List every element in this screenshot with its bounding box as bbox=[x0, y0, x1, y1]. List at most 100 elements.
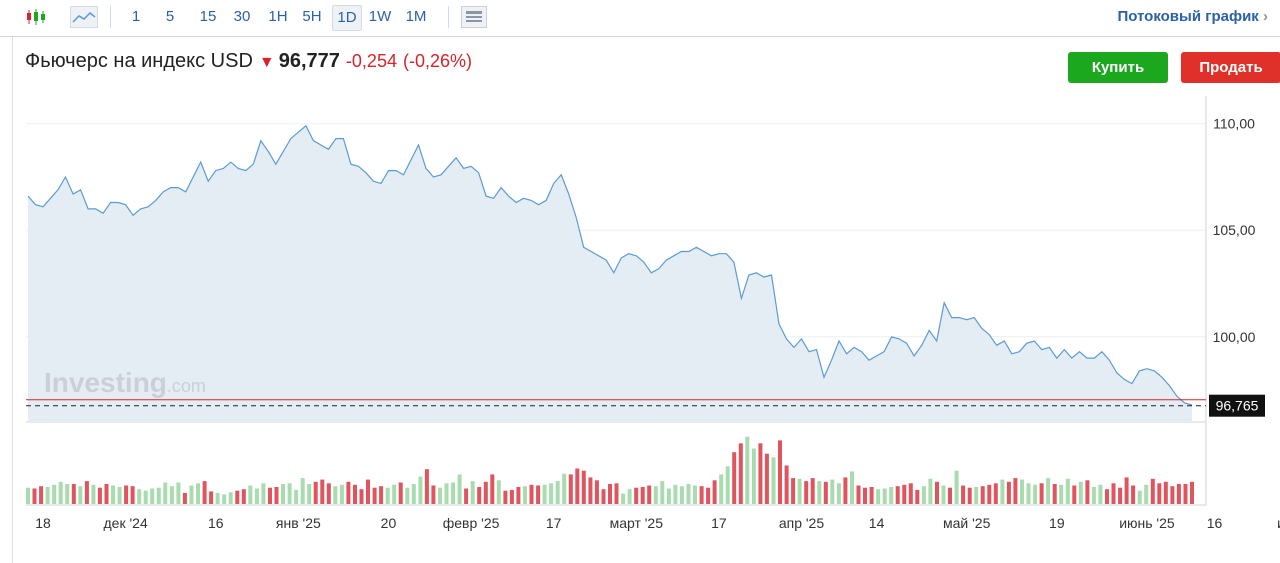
x-tick-label: 20 bbox=[381, 515, 397, 531]
arrow-down-icon: ▼ bbox=[258, 54, 275, 71]
chart-toolbar: 1 5 15 30 1H 5H 1D 1W 1M Потоковый график › bbox=[0, 0, 1280, 37]
volume-bar bbox=[1059, 484, 1064, 504]
volume-bar bbox=[771, 457, 776, 504]
y-tick-label: 100,00 bbox=[1213, 329, 1256, 345]
volume-bar bbox=[65, 484, 70, 504]
volume-bar bbox=[1124, 477, 1129, 504]
x-tick-label: 17 bbox=[546, 515, 562, 531]
buy-button[interactable]: Купить bbox=[1068, 52, 1168, 83]
volume-bar bbox=[124, 485, 129, 504]
volume-bar bbox=[353, 484, 357, 504]
volume-bar bbox=[326, 483, 331, 504]
volume-bar bbox=[555, 481, 560, 504]
volume-bar bbox=[810, 478, 815, 504]
interval-button-1d[interactable]: 1D bbox=[332, 5, 362, 31]
volume-bar bbox=[935, 481, 939, 504]
volume-bar bbox=[523, 486, 527, 504]
volume-bar bbox=[516, 487, 521, 504]
chevron-right-icon: › bbox=[1263, 8, 1268, 25]
volume-bar bbox=[189, 485, 194, 504]
x-tick-label: июнь '25 bbox=[1119, 515, 1175, 531]
volume-bar bbox=[71, 484, 76, 504]
candlestick-icon[interactable] bbox=[24, 6, 50, 28]
instrument-name: Фьючерс на индекс USD bbox=[25, 50, 253, 72]
volume-bar bbox=[529, 484, 534, 504]
volume-bar bbox=[706, 487, 711, 504]
volume-bar bbox=[58, 481, 63, 504]
volume-bar bbox=[307, 484, 312, 504]
area-chart-icon[interactable] bbox=[70, 6, 98, 28]
interval-button-1h[interactable]: 1H bbox=[268, 8, 288, 25]
x-tick-label: янв '25 bbox=[276, 515, 321, 531]
interval-button-5h[interactable]: 5H bbox=[302, 8, 322, 25]
x-tick-label: 14 bbox=[869, 515, 885, 531]
volume-bar bbox=[509, 489, 514, 504]
volume-bar bbox=[169, 486, 174, 504]
y-tick-label: 105,00 bbox=[1213, 222, 1256, 238]
volume-bar bbox=[137, 489, 142, 504]
volume-bar bbox=[215, 492, 220, 504]
volume-bar bbox=[647, 485, 652, 504]
volume-bar bbox=[738, 443, 743, 504]
volume-bar bbox=[379, 486, 384, 504]
x-tick-label: май '25 bbox=[943, 515, 991, 531]
interval-button-30[interactable]: 30 bbox=[233, 8, 251, 25]
volume-bar bbox=[464, 488, 469, 504]
volume-bar bbox=[863, 487, 867, 504]
volume-bar bbox=[895, 486, 900, 504]
volume-bar bbox=[91, 484, 96, 504]
volume-bar bbox=[117, 487, 122, 504]
volume-bar bbox=[1105, 489, 1109, 504]
volume-bar bbox=[673, 484, 678, 504]
volume-bar bbox=[294, 489, 299, 504]
interval-button-1m[interactable]: 1M bbox=[405, 8, 427, 25]
volume-bar bbox=[987, 484, 992, 504]
volume-bar bbox=[372, 487, 377, 504]
streaming-chart-link[interactable]: Потоковый график › bbox=[1117, 8, 1268, 25]
volume-bar bbox=[1072, 485, 1077, 504]
volume-bar bbox=[745, 436, 750, 504]
volume-bar bbox=[418, 476, 423, 504]
volume-bar bbox=[477, 487, 482, 504]
volume-bar bbox=[222, 494, 227, 504]
volume-bar bbox=[568, 474, 573, 504]
volume-bar bbox=[333, 486, 338, 504]
volume-bar bbox=[182, 492, 187, 504]
volume-bar bbox=[143, 490, 148, 504]
volume-bar bbox=[470, 481, 475, 504]
volume-bar bbox=[1111, 483, 1116, 504]
interval-button-15[interactable]: 15 bbox=[199, 8, 217, 25]
volume-bar bbox=[496, 480, 501, 504]
streaming-chart-label: Потоковый график bbox=[1117, 8, 1259, 25]
price-area bbox=[28, 125, 1192, 423]
volume-bar bbox=[483, 481, 488, 504]
sell-button[interactable]: Продать bbox=[1181, 52, 1280, 83]
news-icon[interactable] bbox=[461, 6, 487, 28]
interval-button-1[interactable]: 1 bbox=[131, 8, 141, 25]
interval-button-1w[interactable]: 1W bbox=[368, 8, 392, 25]
price-change-percent: (-0,26%) bbox=[402, 51, 472, 71]
volume-bar bbox=[300, 478, 305, 504]
volume-bar bbox=[627, 489, 632, 504]
volume-bar bbox=[254, 488, 259, 504]
volume-bar bbox=[784, 465, 789, 504]
volume-bar bbox=[640, 487, 645, 504]
volume-bar bbox=[1052, 484, 1057, 504]
interval-button-5[interactable]: 5 bbox=[165, 8, 175, 25]
volume-bar bbox=[588, 477, 593, 504]
last-price: 96,777 bbox=[278, 50, 340, 72]
volume-bar bbox=[850, 471, 854, 504]
volume-bar bbox=[366, 479, 370, 504]
volume-bar bbox=[398, 482, 403, 504]
volume-bar bbox=[111, 485, 115, 504]
volume-bar bbox=[621, 493, 626, 504]
volume-bar bbox=[202, 481, 207, 504]
volume-bar bbox=[549, 483, 554, 504]
price-line bbox=[27, 124, 1193, 406]
volume-bar bbox=[562, 473, 567, 504]
volume-bar bbox=[196, 483, 200, 504]
volume-bar bbox=[52, 484, 57, 504]
volume-bar bbox=[431, 485, 436, 504]
volume-bar bbox=[97, 487, 102, 504]
